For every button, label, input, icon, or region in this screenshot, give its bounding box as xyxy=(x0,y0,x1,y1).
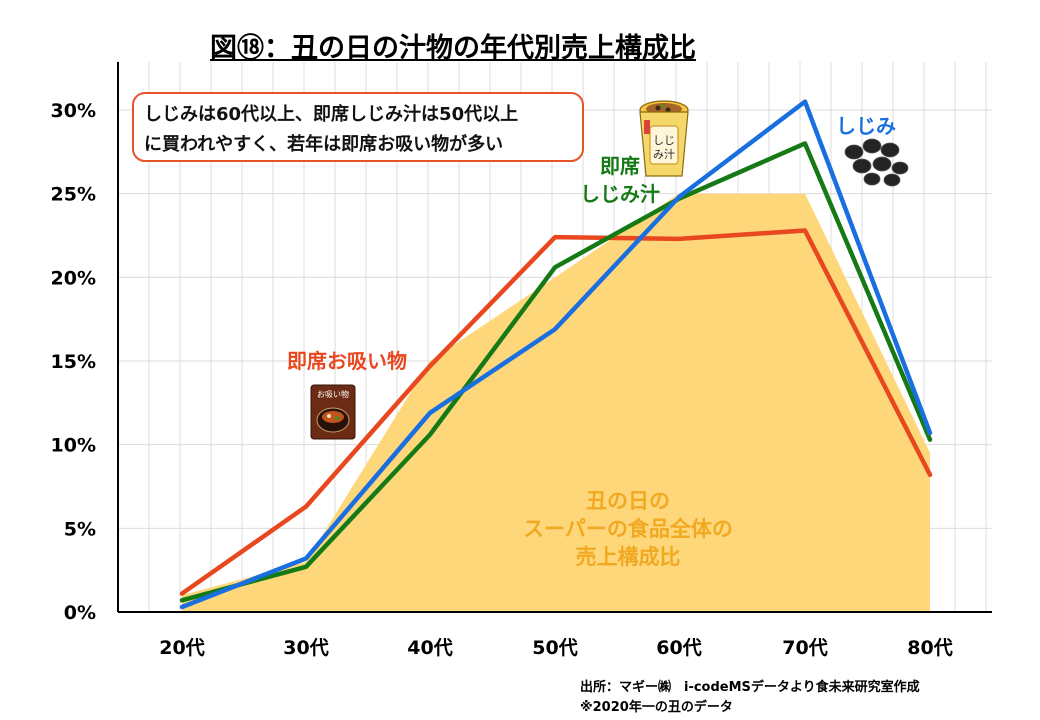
x-tick-label: 70代 xyxy=(782,637,827,659)
callout-box: しじみは60代以上、即席しじみ汁は50代以上 に買われやすく、若年は即席お吸い物… xyxy=(132,92,584,162)
line-series-instant-shijimi xyxy=(179,141,933,603)
svg-text:み汁: み汁 xyxy=(653,148,675,161)
y-tick-label: 30% xyxy=(51,100,96,122)
y-tick-label: 5% xyxy=(64,518,96,540)
series-label-instant-shijimi: 即席しじみ汁 xyxy=(580,154,660,206)
svg-text:お吸い物: お吸い物 xyxy=(317,389,349,399)
y-tick-label: 10% xyxy=(51,435,96,457)
osuimono-package-icon: お吸い物 xyxy=(310,384,356,440)
data-note: ※2020年一の丑のデータ xyxy=(580,700,733,715)
y-tick-label: 15% xyxy=(51,351,96,373)
series-label-shijimi: しじみ xyxy=(836,114,896,138)
y-tick-label: 25% xyxy=(51,184,96,206)
page-title: 図⑱：丑の日の汁物の年代別売上構成比 xyxy=(210,33,696,64)
series-label-osuimono: 即席お吸い物 xyxy=(287,349,407,373)
svg-text:しじ: しじ xyxy=(653,134,675,147)
x-tick-label: 30代 xyxy=(283,637,328,659)
instant-shijimi-soup-cup-icon: しじ み汁 xyxy=(639,100,689,177)
line-series-osuimono xyxy=(179,228,933,596)
x-tick-label: 40代 xyxy=(407,637,452,659)
x-tick-label: 60代 xyxy=(656,637,701,659)
y-tick-label: 0% xyxy=(64,602,96,624)
x-tick-label: 80代 xyxy=(907,637,952,659)
shijimi-clams-icon xyxy=(844,138,909,187)
area-series-food-total xyxy=(182,193,930,612)
callout-line-1: しじみは60代以上、即席しじみ汁は50代以上 xyxy=(144,104,519,125)
x-tick-label: 20代 xyxy=(159,637,204,659)
callout-line-2: に買われやすく、若年は即席お吸い物が多い xyxy=(144,134,504,155)
y-tick-label: 20% xyxy=(51,267,96,289)
line-series-shijimi xyxy=(179,99,933,610)
source-note: 出所：マギー㈱ i-codeMSデータより食未来研究室作成 xyxy=(580,680,920,695)
x-tick-label: 50代 xyxy=(532,637,577,659)
area-series-label: 丑の日のスーパーの食品全体の売上構成比 xyxy=(523,489,733,569)
